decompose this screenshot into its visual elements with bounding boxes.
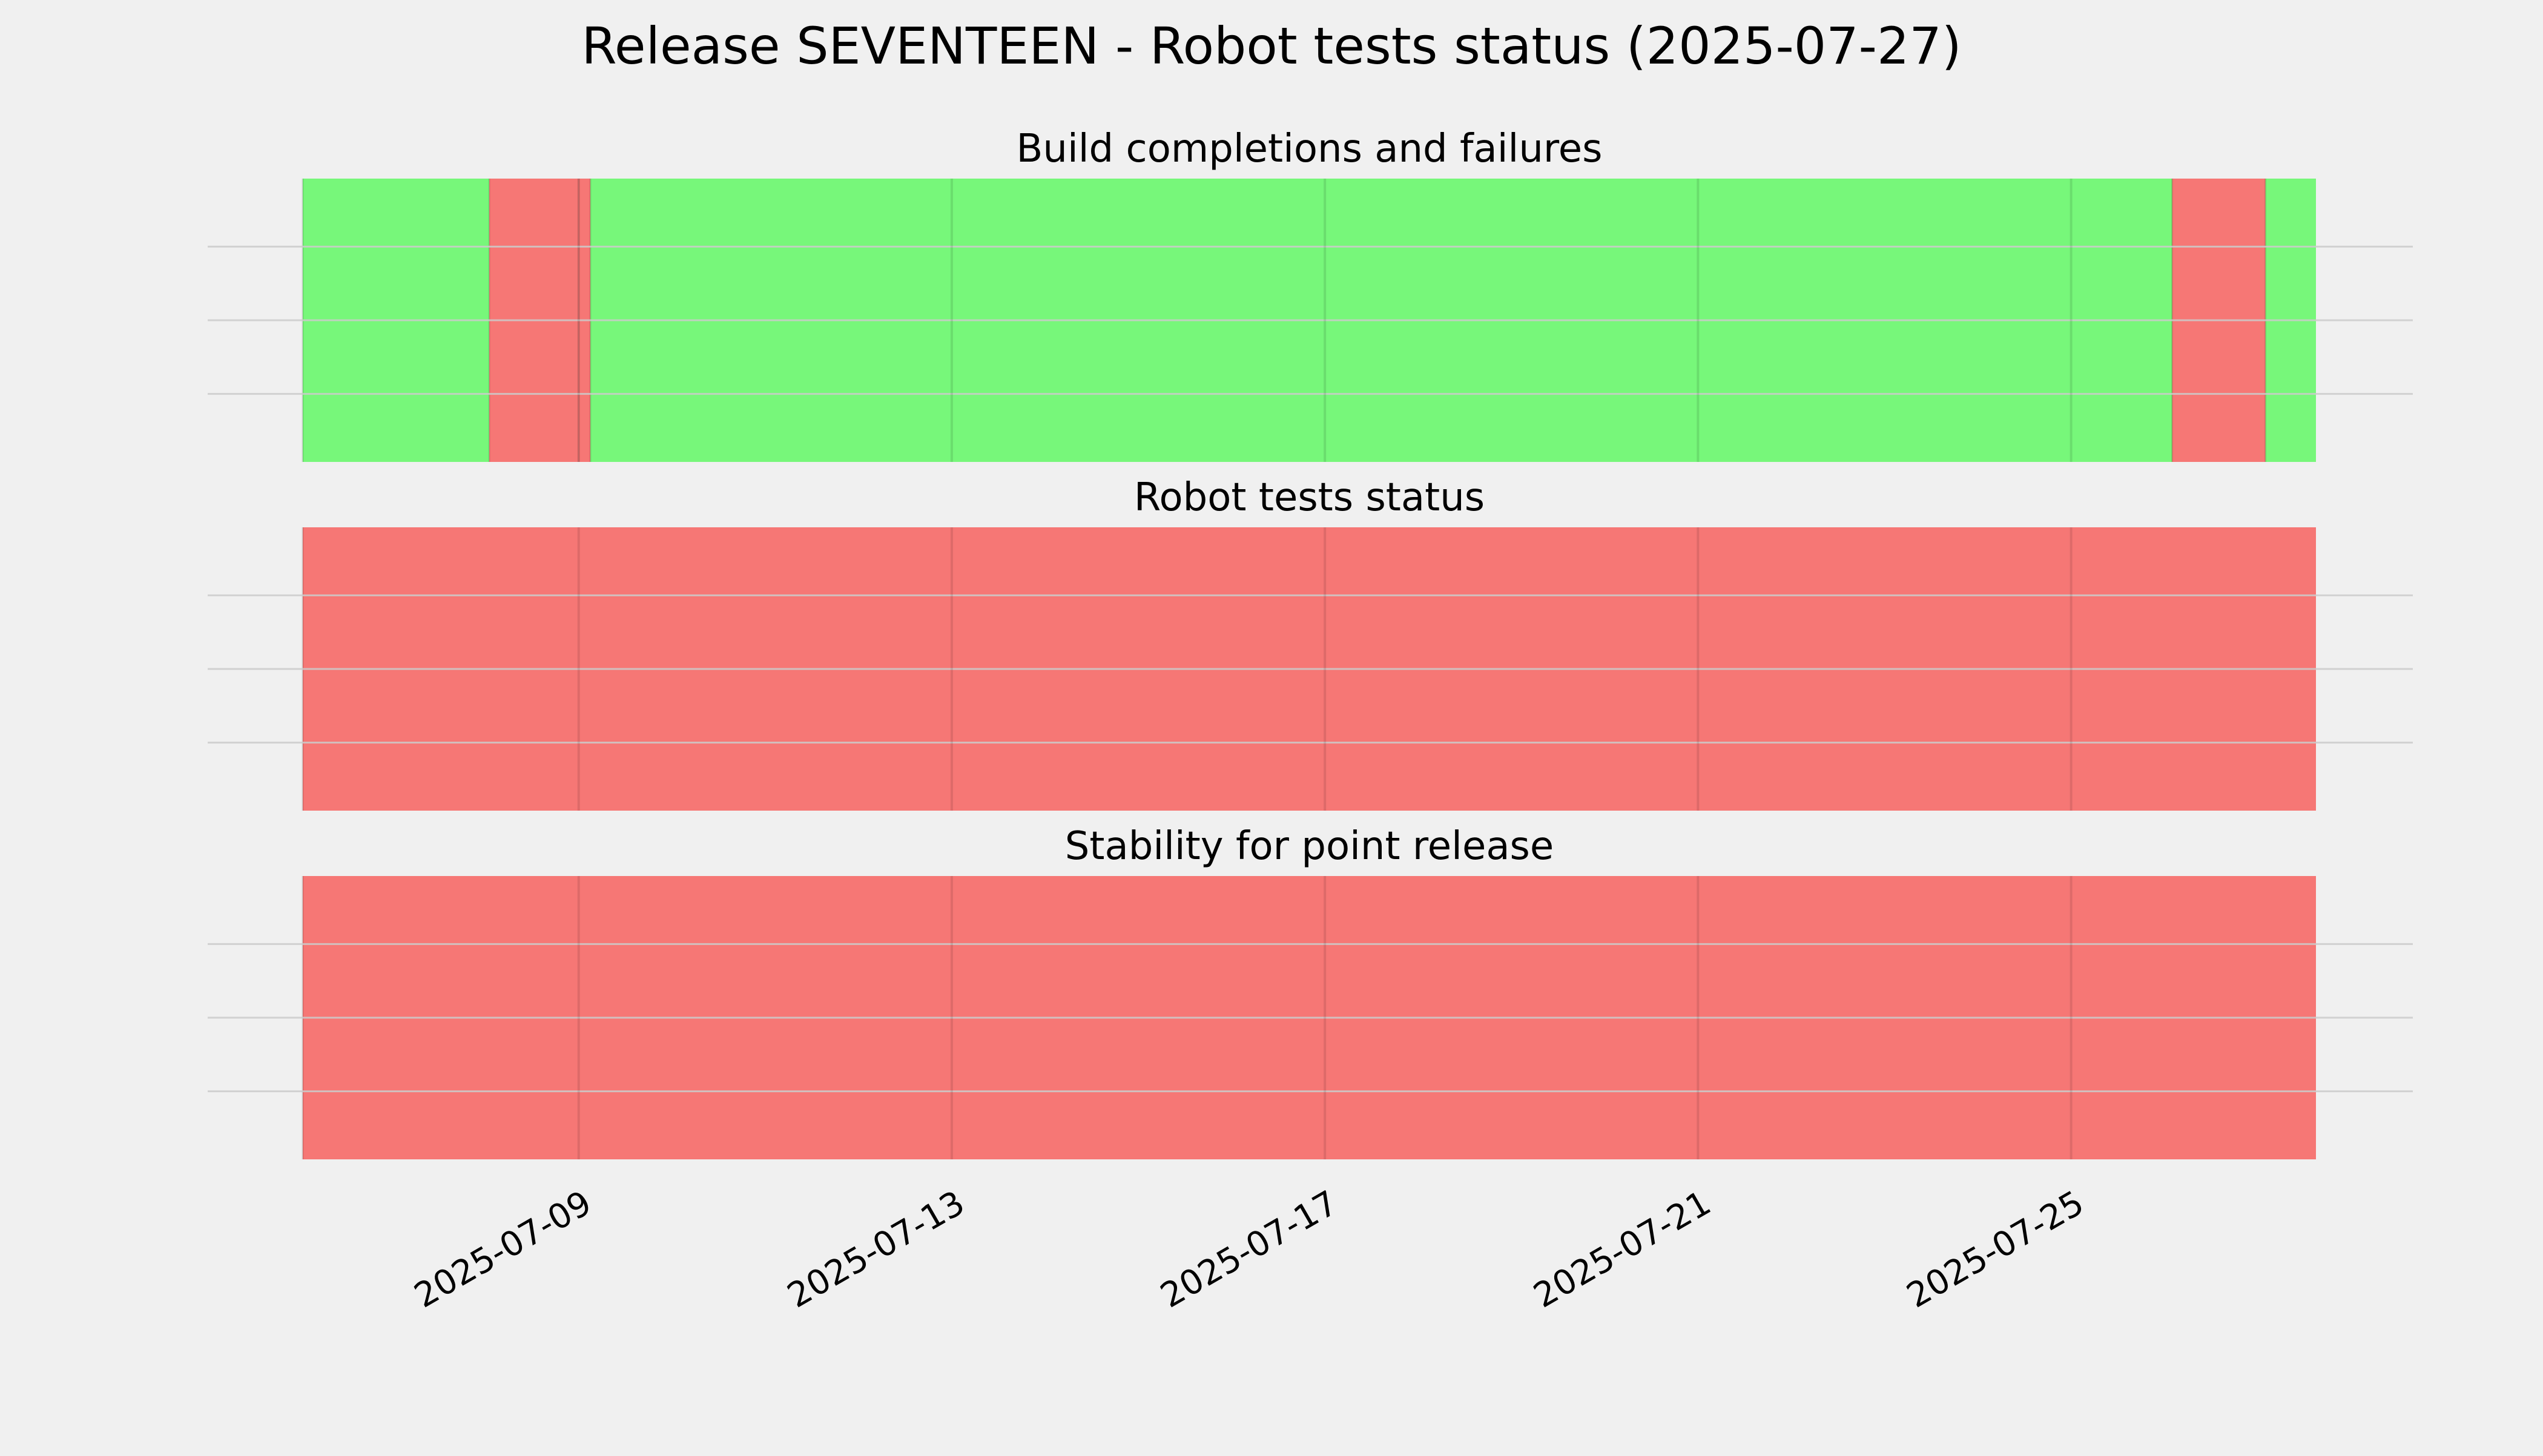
chart-title: Release SEVENTEEN - Robot tests status (… [581,16,1961,76]
panel-title: Robot tests status [1134,475,1485,520]
panel-title: Stability for point release [1065,824,1554,869]
panel-title: Build completions and failures [1017,127,1603,171]
